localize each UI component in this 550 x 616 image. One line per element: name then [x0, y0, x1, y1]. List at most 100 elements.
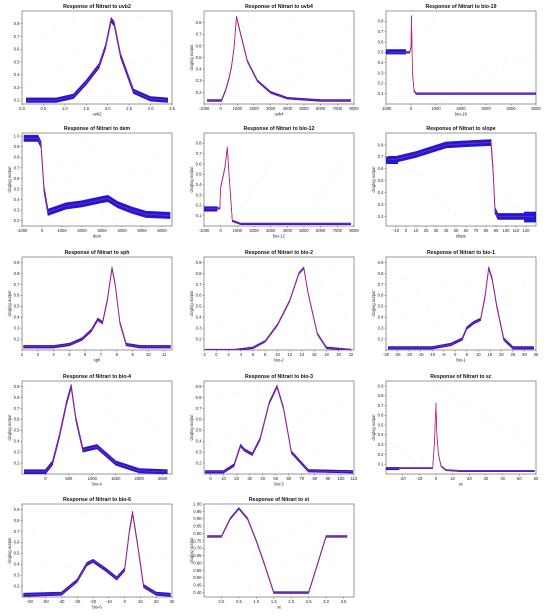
x-tick-label: 40 — [444, 228, 449, 233]
noise-mark — [256, 181, 259, 186]
data-point — [395, 158, 397, 160]
data-point — [105, 569, 107, 570]
sd-band — [23, 266, 171, 349]
data-point — [503, 338, 505, 340]
noise-mark — [307, 519, 310, 524]
data-point — [82, 449, 84, 451]
noise-mark — [468, 80, 471, 85]
x-tick-label: 0 — [44, 476, 47, 481]
data-point — [431, 347, 433, 349]
data-point — [273, 592, 275, 593]
x-axis-label: uvb2 — [92, 112, 102, 117]
noise-mark — [80, 260, 83, 265]
y-tick-label: 0.60 — [193, 560, 202, 565]
data-point — [445, 144, 447, 146]
noise-mark — [511, 61, 514, 66]
noise-mark — [303, 410, 306, 415]
x-tick-label: 90 — [326, 476, 331, 481]
noise-mark — [111, 417, 114, 422]
noise-mark — [485, 414, 488, 419]
y-tick-label: 0.7 — [14, 34, 20, 39]
x-tick-label: 22 — [349, 352, 354, 357]
y-tick-label: 0.70 — [193, 546, 202, 551]
x-tick-label: 0.0 — [219, 599, 225, 604]
x-tick-label: 1000 — [233, 228, 243, 233]
x-tick-label: -20 — [400, 476, 407, 481]
plot-frame — [21, 256, 173, 351]
noise-mark — [30, 82, 33, 87]
noise-mark — [283, 421, 286, 426]
x-tick-label: 10 — [450, 476, 455, 481]
noise-mark — [495, 62, 498, 67]
chart-title: Response of Nitrari to bio-12 — [244, 126, 315, 132]
y-tick-label: 0.8 — [378, 19, 384, 24]
y-tick-label: 0.8 — [378, 142, 384, 147]
noise-mark — [40, 260, 43, 265]
data-point — [124, 569, 125, 570]
x-tick-label: 2.0 — [105, 106, 111, 111]
chart-title: Response of Nitrari to slope — [426, 126, 495, 132]
noise-mark — [149, 55, 152, 60]
data-point — [113, 23, 115, 25]
data-point — [264, 565, 266, 567]
y-axis-label: cloglog output — [7, 537, 12, 564]
chart-title: Response of Nitrari to uvb4 — [245, 4, 313, 10]
x-tick-label: 6 — [84, 352, 87, 357]
noise-mark — [275, 327, 278, 332]
chart-title: Response of Nitrari to bio-19 — [426, 4, 497, 10]
mean-response-line — [388, 267, 534, 349]
noise-mark — [126, 28, 129, 33]
y-tick-label: 0.8 — [14, 21, 20, 26]
data-point — [23, 594, 24, 596]
data-point — [438, 454, 439, 455]
y-tick-label: 0.7 — [196, 282, 202, 287]
x-tick-label: 1000 — [431, 106, 441, 111]
noise-mark — [404, 276, 407, 281]
response-chart: Response of Nitrari to uvb4 -1000 0 1000 200… — [189, 4, 359, 117]
x-tick-label: 10 — [275, 352, 280, 357]
data-point — [488, 267, 490, 269]
data-point — [221, 536, 222, 537]
x-tick-label: 25 — [511, 352, 516, 357]
data-point — [303, 267, 305, 269]
data-point — [145, 214, 147, 215]
data-point — [326, 347, 327, 349]
x-tick-label: 2000 — [456, 106, 466, 111]
x-tick-label: 50 — [273, 476, 278, 481]
y-tick-label: 0.6 — [14, 47, 20, 52]
y-tick-label: 0.40 — [193, 590, 202, 595]
y-tick-label: 0.5 — [378, 422, 384, 427]
mean-response-line — [24, 137, 171, 216]
noise-mark — [131, 60, 134, 65]
data-point — [244, 449, 245, 451]
y-tick-label: 0.8 — [14, 395, 20, 400]
data-point — [61, 593, 62, 595]
data-point — [240, 223, 242, 225]
y-tick-label: 0.5 — [14, 428, 20, 433]
plot-frame — [385, 10, 537, 105]
x-axis-label: sph — [94, 358, 101, 363]
noise-mark — [241, 531, 244, 536]
data-point — [256, 80, 258, 82]
y-tick-label: 0.4 — [14, 439, 20, 444]
noise-mark — [343, 315, 346, 320]
data-point — [308, 592, 310, 593]
noise-mark — [221, 324, 224, 329]
data-point — [138, 470, 140, 472]
noise-mark — [493, 73, 496, 78]
data-point — [140, 346, 141, 348]
noise-mark — [475, 157, 478, 162]
x-tick-label: 60 — [534, 476, 539, 481]
y-tick-label: 0.1 — [378, 462, 384, 467]
data-point — [136, 541, 138, 543]
plot-frame — [203, 256, 355, 351]
mean-response-line — [26, 19, 168, 101]
data-point — [283, 408, 284, 409]
x-tick-label: 0 — [209, 476, 212, 481]
noise-mark — [447, 207, 450, 212]
noise-mark — [253, 552, 256, 557]
data-point — [533, 470, 535, 472]
noise-mark — [395, 444, 398, 449]
data-point — [170, 346, 171, 348]
series-group — [204, 384, 354, 474]
